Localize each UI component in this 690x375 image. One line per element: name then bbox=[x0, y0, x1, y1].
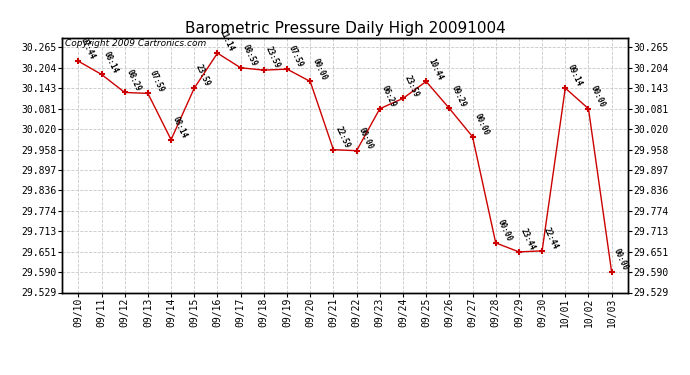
Text: 00:00: 00:00 bbox=[357, 126, 375, 151]
Title: Barometric Pressure Daily High 20091004: Barometric Pressure Daily High 20091004 bbox=[185, 21, 505, 36]
Text: 00:00: 00:00 bbox=[310, 57, 328, 81]
Text: 00:00: 00:00 bbox=[589, 84, 607, 109]
Text: 08:29: 08:29 bbox=[125, 68, 143, 92]
Text: 07:59: 07:59 bbox=[148, 69, 166, 93]
Text: 23:59: 23:59 bbox=[195, 63, 213, 88]
Text: 23:44: 23:44 bbox=[519, 227, 537, 252]
Text: 11:14: 11:14 bbox=[217, 28, 235, 53]
Text: 10:44: 10:44 bbox=[426, 57, 444, 81]
Text: 08:59: 08:59 bbox=[241, 43, 259, 68]
Text: 08:14: 08:14 bbox=[101, 50, 119, 75]
Text: Copyright 2009 Cartronics.com: Copyright 2009 Cartronics.com bbox=[65, 39, 206, 48]
Text: 09:29: 09:29 bbox=[449, 84, 467, 108]
Text: 07:59: 07:59 bbox=[287, 44, 305, 69]
Text: 23:59: 23:59 bbox=[264, 45, 282, 70]
Text: 23:59: 23:59 bbox=[403, 74, 421, 98]
Text: 00:00: 00:00 bbox=[611, 248, 629, 272]
Text: 06:29: 06:29 bbox=[380, 84, 397, 109]
Text: 00:00: 00:00 bbox=[473, 112, 491, 137]
Text: 07:44: 07:44 bbox=[79, 36, 97, 61]
Text: 22:44: 22:44 bbox=[542, 226, 560, 251]
Text: 22:59: 22:59 bbox=[333, 125, 351, 150]
Text: 00:00: 00:00 bbox=[495, 218, 513, 243]
Text: 09:14: 09:14 bbox=[565, 63, 583, 88]
Text: 08:14: 08:14 bbox=[171, 115, 189, 140]
